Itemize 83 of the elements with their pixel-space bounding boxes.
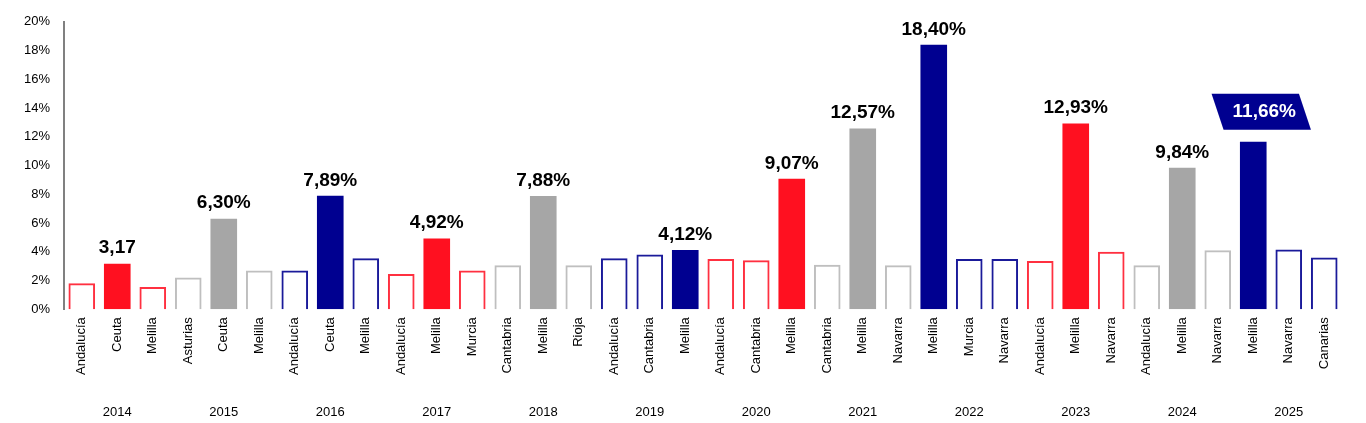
x-tick-label: Andalucía — [392, 316, 408, 376]
data-label: 6,30% — [196, 191, 251, 213]
data-label: 12,93% — [1043, 96, 1109, 118]
bar — [1168, 167, 1196, 310]
y-tick-label: 8% — [31, 185, 51, 201]
x-tick-label: Melilla — [428, 316, 444, 355]
bar — [920, 44, 948, 310]
x-tick-label: Ceuta — [215, 316, 231, 352]
x-tick-label: Melilla — [925, 316, 941, 355]
y-tick-label: 16% — [23, 70, 51, 86]
x-tick-label: Cantabria — [818, 316, 834, 374]
y-tick-label: 2% — [31, 272, 51, 288]
y-tick-label: 6% — [31, 214, 51, 230]
x-tick-label: Cantabria — [747, 316, 763, 374]
x-tick-label: Navarra — [889, 316, 905, 364]
x-tick-label: Canarias — [1315, 316, 1331, 370]
data-label: 7,89% — [303, 168, 358, 190]
x-tick-label: Melilla — [144, 316, 160, 355]
x-tick-label: Murcia — [960, 316, 976, 357]
bar — [1062, 123, 1090, 310]
y-tick-label: 10% — [23, 157, 51, 173]
bar — [316, 195, 344, 310]
x-tick-label: Melilla — [357, 316, 373, 355]
x-tick-label: Navarra — [1209, 316, 1225, 364]
data-label: 9,07% — [764, 151, 819, 173]
text: 2024 — [1167, 403, 1197, 419]
x-tick-label: Ceuta — [108, 316, 124, 352]
y-tick-label: 12% — [23, 128, 51, 144]
x-tick-label: Andalucía — [73, 316, 89, 376]
text: 2019 — [635, 403, 665, 419]
data-label: 4,92% — [409, 211, 464, 233]
bar — [778, 178, 806, 310]
x-tick-label: Andalucía — [286, 316, 302, 376]
y-tick-label: 4% — [31, 243, 51, 259]
x-tick-label: Murcia — [463, 316, 479, 357]
text: 2016 — [315, 403, 345, 419]
text: 2025 — [1274, 403, 1304, 419]
text: 2021 — [848, 403, 878, 419]
x-tick-label: Andalucía — [712, 316, 728, 376]
x-tick-label: Melilla — [676, 316, 692, 355]
x-tick-label: Navarra — [1102, 316, 1118, 364]
text: 2023 — [1061, 403, 1091, 419]
y-tick-label: 14% — [23, 99, 51, 115]
text: 2018 — [528, 403, 558, 419]
x-tick-label: Rioja — [570, 316, 586, 347]
y-tick-label: 20% — [23, 13, 51, 29]
data-label: 18,40% — [901, 17, 967, 39]
data-label: 3,17 — [98, 236, 136, 258]
text: 2022 — [954, 403, 984, 419]
text: 2014 — [102, 403, 132, 419]
data-label: 11,66% — [1232, 100, 1297, 122]
x-tick-label: Melilla — [1067, 316, 1083, 355]
y-tick-label: 18% — [23, 42, 51, 58]
x-tick-label: Melilla — [783, 316, 799, 355]
bar — [849, 128, 877, 310]
x-tick-label: Navarra — [996, 316, 1012, 364]
bar — [529, 195, 557, 310]
x-tick-label: Andalucía — [1138, 316, 1154, 376]
bar — [103, 263, 131, 310]
x-tick-label: Asturias — [179, 316, 195, 365]
data-label: 4,12% — [658, 222, 713, 244]
data-label: 7,88% — [516, 168, 571, 190]
y-tick-label: 0% — [31, 300, 51, 316]
bar — [671, 249, 699, 310]
text: 2020 — [741, 403, 771, 419]
x-tick-label: Melilla — [854, 316, 870, 355]
text: 2015 — [209, 403, 239, 419]
x-tick-label: Cantabria — [499, 316, 515, 374]
bar — [1239, 141, 1267, 310]
x-tick-label: Cantabria — [641, 316, 657, 374]
x-tick-label: Melilla — [534, 316, 550, 355]
x-tick-label: Ceuta — [321, 316, 337, 352]
bar — [423, 238, 451, 310]
x-tick-label: Andalucía — [1031, 316, 1047, 376]
text: 2017 — [422, 403, 452, 419]
data-label: 12,57% — [830, 101, 896, 123]
data-label: 9,84% — [1155, 140, 1210, 162]
x-tick-label: Melilla — [1244, 316, 1260, 355]
x-tick-label: Melilla — [250, 316, 266, 355]
bar — [210, 218, 238, 310]
x-tick-label: Melilla — [1173, 316, 1189, 355]
x-tick-label: Andalucía — [605, 316, 621, 376]
x-tick-label: Navarra — [1280, 316, 1296, 364]
